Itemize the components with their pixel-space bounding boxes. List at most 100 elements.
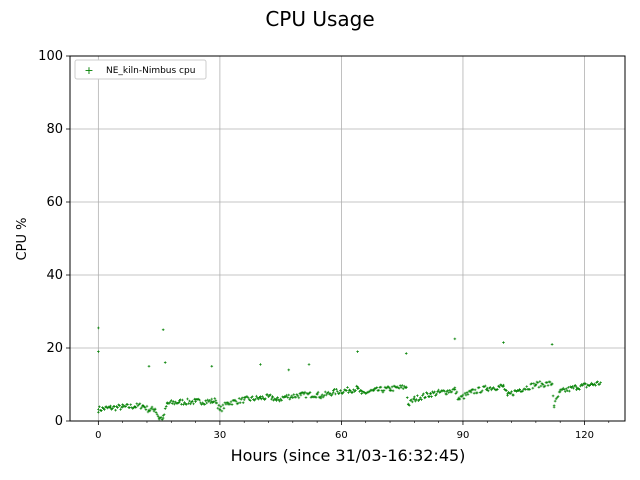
data-point bbox=[498, 385, 501, 389]
data-point bbox=[335, 387, 338, 391]
data-point bbox=[316, 390, 320, 394]
legend-box bbox=[74, 59, 207, 80]
data-point bbox=[506, 394, 509, 397]
data-point bbox=[168, 400, 172, 404]
data-point bbox=[531, 386, 535, 390]
data-point bbox=[164, 405, 168, 408]
data-point bbox=[145, 404, 149, 408]
data-point bbox=[546, 384, 550, 387]
data-point bbox=[100, 409, 103, 412]
data-point bbox=[109, 406, 112, 410]
data-point bbox=[381, 390, 385, 394]
data-point bbox=[178, 400, 181, 404]
data-point bbox=[434, 394, 437, 397]
data-point bbox=[388, 387, 392, 391]
data-point bbox=[334, 392, 337, 396]
data-point bbox=[183, 401, 186, 404]
data-point bbox=[534, 383, 538, 386]
data-point bbox=[111, 407, 114, 410]
data-point bbox=[578, 388, 581, 391]
data-point bbox=[465, 391, 469, 394]
data-point bbox=[505, 389, 508, 392]
data-point bbox=[210, 397, 214, 401]
data-point bbox=[248, 399, 252, 402]
data-point bbox=[543, 384, 547, 388]
data-point bbox=[562, 388, 566, 391]
data-point bbox=[566, 386, 570, 389]
y-axis-ticks: 0 20 40 60 80 100 bbox=[38, 49, 70, 429]
data-point bbox=[242, 398, 246, 402]
data-point bbox=[230, 403, 234, 406]
data-point bbox=[594, 384, 597, 387]
data-point bbox=[139, 407, 143, 410]
data-point bbox=[410, 398, 413, 402]
data-point bbox=[402, 384, 406, 388]
data-point bbox=[97, 410, 100, 414]
plot-frame bbox=[69, 55, 626, 422]
data-point bbox=[266, 393, 269, 396]
data-point bbox=[210, 399, 214, 403]
data-point bbox=[191, 399, 194, 403]
data-point bbox=[564, 387, 568, 391]
data-point bbox=[457, 397, 461, 401]
data-point bbox=[200, 403, 203, 406]
data-point bbox=[416, 394, 419, 397]
data-point bbox=[584, 382, 587, 386]
data-point bbox=[152, 409, 156, 413]
data-point bbox=[255, 394, 258, 398]
data-point bbox=[453, 388, 457, 391]
data-point bbox=[377, 388, 381, 392]
data-point bbox=[596, 380, 599, 384]
data-point bbox=[150, 405, 154, 409]
data-point bbox=[464, 393, 468, 397]
data-point bbox=[294, 395, 298, 399]
data-point bbox=[406, 403, 410, 406]
data-point bbox=[422, 392, 425, 396]
data-point bbox=[574, 384, 577, 387]
data-point bbox=[323, 390, 327, 394]
data-point bbox=[165, 402, 169, 405]
data-point bbox=[267, 395, 270, 399]
data-point bbox=[483, 384, 487, 388]
data-point bbox=[241, 401, 245, 405]
data-point bbox=[502, 385, 505, 388]
data-point bbox=[512, 393, 515, 397]
data-point bbox=[155, 413, 159, 416]
data-point bbox=[342, 390, 345, 394]
data-point bbox=[157, 416, 161, 420]
y-tick-label: 0 bbox=[55, 414, 63, 429]
data-point bbox=[404, 385, 408, 389]
legend-marker: + bbox=[84, 64, 93, 77]
y-tick-label: 80 bbox=[46, 122, 63, 137]
data-point bbox=[348, 388, 351, 392]
data-point bbox=[347, 391, 350, 394]
data-point bbox=[204, 399, 208, 403]
data-point bbox=[218, 408, 222, 412]
data-point bbox=[521, 389, 525, 393]
x-tick-label: 120 bbox=[575, 430, 594, 441]
data-point bbox=[299, 393, 303, 397]
data-point bbox=[445, 392, 449, 396]
x-tick-label: 0 bbox=[95, 430, 101, 441]
data-point bbox=[462, 397, 466, 400]
data-point bbox=[283, 395, 287, 399]
data-point bbox=[382, 389, 386, 392]
outlier-point bbox=[97, 326, 100, 330]
data-point bbox=[426, 392, 429, 396]
data-point bbox=[553, 399, 557, 403]
data-point bbox=[397, 386, 401, 390]
data-point bbox=[421, 394, 424, 397]
data-point bbox=[375, 386, 379, 389]
data-point bbox=[135, 402, 139, 405]
data-point bbox=[419, 396, 422, 400]
data-point bbox=[509, 392, 512, 395]
data-point bbox=[271, 395, 274, 399]
data-point bbox=[181, 398, 184, 402]
outlier-point bbox=[210, 364, 214, 368]
y-tick-label: 20 bbox=[46, 341, 63, 356]
data-point bbox=[170, 402, 174, 405]
data-point bbox=[278, 399, 281, 403]
data-point bbox=[400, 384, 404, 387]
data-point bbox=[591, 383, 594, 386]
data-point bbox=[541, 383, 545, 386]
